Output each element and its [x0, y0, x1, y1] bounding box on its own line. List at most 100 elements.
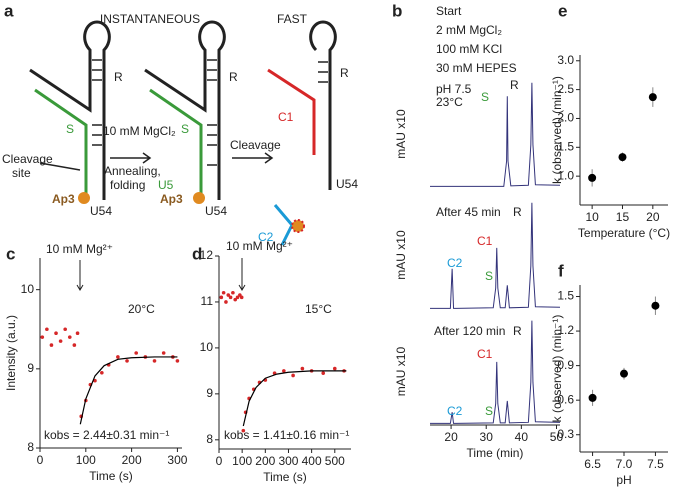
y-tick-label: 0.6 — [557, 392, 574, 406]
label: U5 — [158, 178, 174, 192]
point — [40, 335, 45, 339]
label: folding — [110, 178, 145, 192]
point — [235, 295, 240, 300]
annotation: 23°C — [436, 95, 463, 109]
point — [125, 359, 129, 363]
x-axis-label: Temperature (°C) — [578, 226, 670, 240]
x-tick-label: 10 — [585, 210, 599, 224]
trace — [430, 202, 561, 309]
x-tick-label: 30 — [480, 430, 494, 444]
x-tick-label: 6.5 — [584, 457, 601, 471]
annotation: 10 mM Mg²⁺ — [226, 239, 293, 253]
x-axis-label: Time (min) — [467, 446, 524, 460]
annotation: C1 — [477, 347, 493, 361]
y-tick-label: 11 — [201, 294, 214, 308]
x-tick-label: 7.0 — [616, 457, 633, 471]
ap3-icon — [193, 192, 205, 204]
y-axis-label: k (observed) (min⁻¹) — [550, 76, 564, 184]
point — [219, 295, 224, 300]
panel-label: a — [4, 1, 14, 20]
label: Cleavage — [2, 152, 53, 166]
y-tick-label: 1.0 — [557, 168, 574, 182]
point — [152, 359, 157, 363]
annotation: 15°C — [305, 302, 332, 316]
point — [241, 428, 246, 433]
label: U54 — [90, 204, 112, 218]
x-tick-label: 300 — [278, 454, 298, 468]
panel-label: d — [192, 244, 202, 263]
point — [54, 331, 58, 336]
fit-line — [242, 370, 347, 427]
point — [321, 371, 326, 375]
y-tick-label: 3.0 — [557, 53, 574, 67]
y-tick-label: 8 — [27, 440, 34, 454]
arrow — [238, 258, 246, 291]
annotation: S — [481, 90, 489, 104]
annotation: 2 mM MgCl₂ — [436, 23, 502, 37]
x-tick-label: 0 — [37, 453, 44, 467]
label: site — [12, 166, 31, 180]
annotation: C1 — [477, 234, 493, 248]
x-tick-label: 100 — [232, 454, 252, 468]
label: U54 — [205, 204, 227, 218]
annotation: 10 mM Mg²⁺ — [46, 242, 113, 256]
x-axis-label: Time (s) — [263, 470, 307, 484]
x-tick-label: 0 — [216, 454, 223, 468]
point — [332, 366, 337, 371]
panel-label: f — [558, 261, 564, 280]
x-axis-label: pH — [616, 473, 631, 487]
y-tick-label: 0.9 — [557, 358, 574, 372]
diagram-shapes — [29, 20, 337, 246]
label: Annealing, — [104, 164, 161, 178]
annotation: R — [513, 205, 522, 219]
label: C2 — [258, 230, 274, 244]
trace — [430, 320, 561, 424]
y-tick-label: 10 — [21, 282, 35, 296]
point — [175, 359, 180, 363]
x-tick-label: 400 — [302, 454, 322, 468]
point — [239, 295, 244, 300]
point — [72, 343, 77, 347]
panel-label: c — [6, 244, 15, 263]
point — [618, 153, 627, 162]
annotation: R — [513, 324, 522, 338]
x-tick-label: 40 — [515, 430, 529, 444]
point — [588, 173, 597, 182]
y-tick-label: 9 — [27, 361, 34, 375]
arrow — [76, 260, 84, 291]
x-tick-label: 100 — [76, 453, 96, 467]
label: 10 mM MgCl₂ — [103, 124, 176, 138]
point — [134, 351, 138, 355]
point — [282, 369, 286, 373]
ap3-icon — [78, 192, 90, 204]
y-tick-label: 9 — [206, 386, 213, 400]
annotation: After 45 min — [436, 205, 501, 219]
x-tick-label: 20 — [444, 430, 458, 444]
x-tick-label: 50 — [550, 430, 564, 444]
point — [224, 300, 228, 304]
annotation: S — [485, 404, 493, 418]
x-tick-label: 15 — [616, 210, 630, 224]
x-tick-label: 20 — [646, 210, 660, 224]
annotation: Start — [436, 4, 462, 18]
point — [161, 351, 166, 355]
point — [228, 295, 233, 300]
point — [226, 293, 231, 297]
point — [63, 327, 67, 332]
label: Ap3 — [52, 192, 75, 206]
annotation: C2 — [447, 404, 463, 418]
point — [58, 339, 63, 343]
x-tick-label: 200 — [255, 454, 275, 468]
point — [45, 327, 49, 332]
annotation: pH 7.5 — [436, 82, 472, 96]
annotation: kobs = 2.44±0.31 min⁻¹ — [44, 428, 169, 442]
label: R — [229, 70, 238, 84]
y-axis-label: mAU x10 — [394, 109, 408, 159]
label: R — [340, 66, 349, 80]
y-tick-label: 2.0 — [557, 111, 574, 125]
y-axis-label: k (observed) (min⁻¹) — [550, 315, 564, 423]
annotation: S — [485, 269, 493, 283]
panel-label: e — [558, 1, 567, 20]
y-tick-label: 2.5 — [557, 82, 574, 96]
